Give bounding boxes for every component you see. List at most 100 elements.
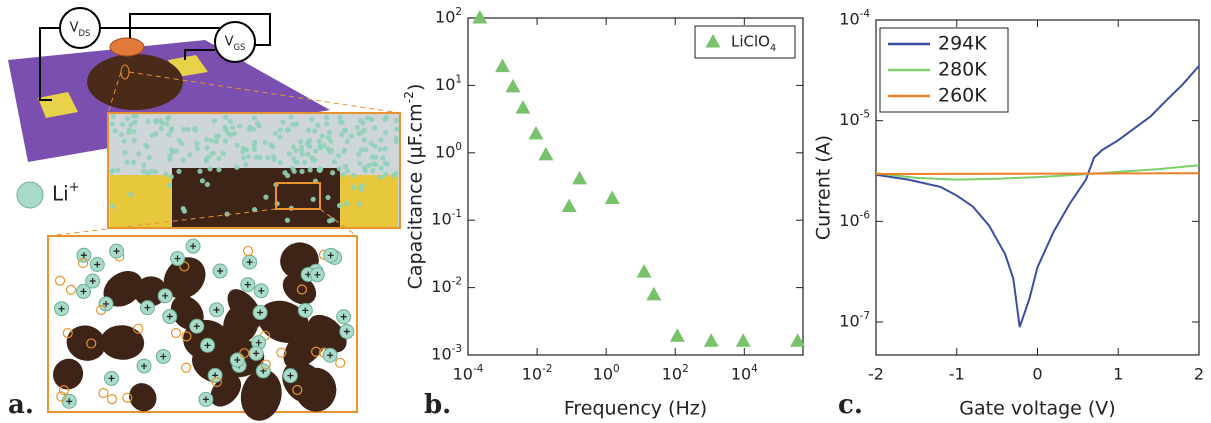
ion-dot	[213, 138, 219, 145]
anion	[292, 384, 303, 396]
ion-dot	[168, 174, 174, 180]
voltmeter	[59, 7, 101, 49]
series-line	[875, 172, 1200, 175]
zoom-content	[53, 238, 355, 421]
panel-label: c.	[838, 390, 863, 420]
y-tick-label: 10-1	[431, 208, 462, 229]
ion-dot	[383, 171, 389, 178]
ion-dot	[354, 124, 361, 131]
ion-dot	[343, 201, 350, 207]
ion-dot	[223, 126, 229, 133]
ion-dot	[263, 194, 269, 200]
ion-dot	[240, 145, 246, 151]
ion-dot	[311, 128, 318, 134]
ion-dot	[277, 134, 283, 140]
ion-dot	[277, 127, 284, 133]
anion	[106, 393, 118, 405]
ion-dot	[268, 142, 274, 148]
anion	[96, 304, 107, 316]
anion	[77, 257, 89, 269]
ion-dot	[280, 119, 286, 125]
x-tick-label: 2	[1194, 365, 1204, 384]
anion	[211, 376, 222, 388]
x-tick-label: 0	[1032, 365, 1042, 384]
ion-dot	[166, 182, 172, 188]
ion-dot	[339, 119, 345, 125]
ion-dot	[224, 211, 230, 217]
ion-dot	[153, 119, 159, 125]
point	[505, 78, 521, 93]
x-axis-label: Frequency (Hz)	[564, 398, 707, 420]
point	[561, 198, 577, 212]
ion-dot	[158, 126, 165, 132]
ion-dot	[306, 127, 312, 133]
ion-dot	[271, 156, 277, 162]
ion-dot	[309, 116, 315, 122]
anion	[179, 261, 190, 272]
gel-particle	[53, 358, 84, 390]
ion-dot	[377, 174, 383, 180]
ion-dot	[115, 167, 121, 173]
ion-dot	[112, 128, 118, 134]
ion-dot	[293, 121, 300, 127]
ion-dot	[310, 196, 316, 202]
ion-dot	[363, 146, 369, 153]
voltmeter	[214, 21, 256, 63]
point	[636, 264, 652, 278]
y-tick-label: 10-3	[431, 343, 462, 364]
ion-dot	[223, 114, 229, 120]
ion-dot	[125, 116, 131, 122]
gel-particle	[163, 257, 206, 299]
ion-dot	[336, 166, 342, 172]
ion-dot	[356, 151, 362, 157]
ion-dot	[131, 137, 137, 144]
ion-dot	[326, 218, 333, 224]
ion-dot	[394, 126, 400, 132]
ion-dot	[356, 130, 362, 137]
ion-dot	[208, 137, 215, 144]
ion-dot	[372, 143, 378, 149]
ion-plus	[160, 353, 167, 360]
ion-dot	[234, 142, 240, 148]
ion-plus	[253, 350, 260, 357]
ion-dot	[361, 137, 367, 143]
gel-particle	[129, 383, 157, 412]
point	[515, 100, 531, 114]
anion	[335, 357, 346, 368]
ion-dot	[288, 114, 294, 120]
ion-dot	[166, 132, 172, 138]
y-tick-label: 10-5	[839, 109, 870, 130]
ion-dot	[331, 159, 337, 165]
ion-dot	[121, 138, 127, 144]
point	[703, 333, 719, 347]
anion	[133, 323, 144, 334]
anion	[54, 275, 66, 286]
ion-dot	[382, 116, 388, 122]
ion-plus	[174, 255, 181, 262]
ion-dot	[342, 147, 348, 153]
ion-dot	[393, 117, 399, 124]
ion-dot	[194, 145, 201, 152]
ion-plus	[190, 243, 197, 250]
ion-plus	[193, 323, 200, 330]
ion-plus	[58, 305, 65, 312]
ion-dot	[194, 140, 200, 147]
anion	[296, 284, 308, 295]
ion-dot	[373, 154, 379, 160]
ion-dot	[245, 153, 251, 160]
y-axis-label: Current (A)	[813, 135, 835, 240]
ion-plus	[246, 259, 253, 266]
zoom-box	[275, 182, 321, 210]
ion-plus	[217, 268, 224, 275]
ion-dot	[370, 167, 376, 174]
ion-dots	[109, 113, 400, 224]
ion-plus	[327, 352, 334, 359]
ion-dot	[146, 154, 152, 160]
ion-dot	[128, 121, 134, 128]
ion-dot	[132, 119, 138, 126]
point	[604, 190, 620, 204]
x-tick-label: 10-4	[453, 363, 484, 384]
ion-dot	[285, 172, 291, 179]
ion-dot	[290, 165, 296, 171]
ion-dot	[130, 159, 137, 165]
